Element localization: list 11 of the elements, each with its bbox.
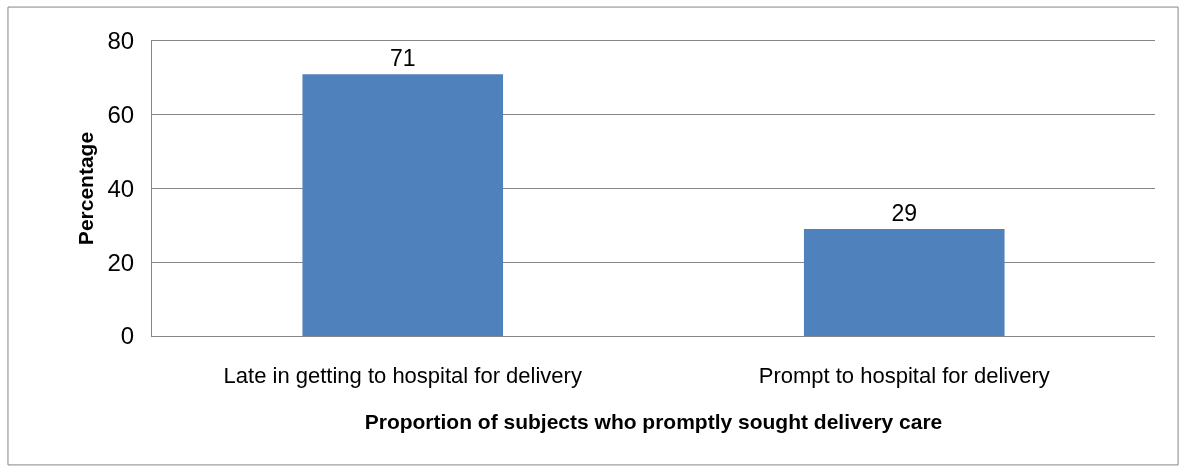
y-tick-label: 60 (107, 101, 135, 129)
y-tick-label: 40 (107, 174, 135, 202)
y-axis-title: Percentage (73, 131, 97, 246)
y-tick-label: 20 (107, 248, 135, 276)
y-tick-label: 80 (107, 27, 135, 55)
x-tick-label: Prompt to hospital for delivery (758, 363, 1050, 389)
y-tick-label: 0 (120, 322, 135, 350)
x-axis-title: Proportion of subjects who promptly sought delivery care (364, 409, 943, 433)
data-label: 29 (891, 200, 918, 227)
x-tick-label: Late in getting to hospital for delivery (223, 363, 582, 389)
data-label: 71 (389, 45, 416, 72)
